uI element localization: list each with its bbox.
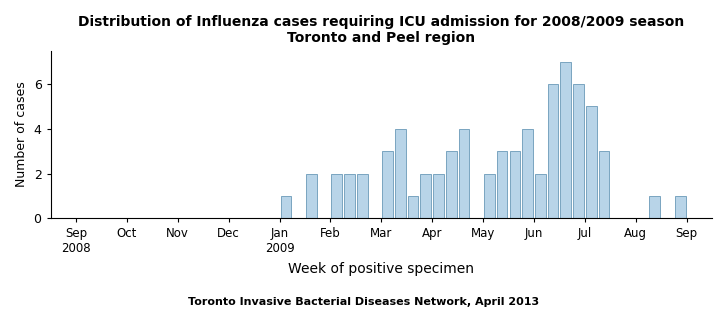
Title: Distribution of Influenza cases requiring ICU admission for 2008/2009 season
Tor: Distribution of Influenza cases requirin… [79, 15, 684, 45]
Bar [510, 151, 521, 219]
Bar [306, 174, 317, 219]
Text: Toronto Invasive Bacterial Diseases Network, April 2013: Toronto Invasive Bacterial Diseases Netw… [188, 297, 539, 307]
Bar [332, 174, 342, 219]
Bar [433, 174, 444, 219]
Bar [649, 196, 660, 219]
Bar [713, 196, 723, 219]
Bar [586, 107, 597, 219]
Bar [344, 174, 355, 219]
Bar [446, 151, 457, 219]
Bar [561, 62, 571, 219]
X-axis label: Week of positive specimen: Week of positive specimen [289, 262, 474, 277]
Bar [357, 174, 368, 219]
Bar [484, 174, 495, 219]
Bar [395, 129, 406, 219]
Bar [675, 196, 686, 219]
Bar [281, 196, 292, 219]
Bar [547, 84, 558, 219]
Bar [382, 151, 393, 219]
Bar [408, 196, 419, 219]
Y-axis label: Number of cases: Number of cases [15, 82, 28, 187]
Bar [522, 129, 533, 219]
Bar [535, 174, 546, 219]
Bar [420, 174, 431, 219]
Bar [573, 84, 584, 219]
Bar [459, 129, 470, 219]
Bar [598, 151, 609, 219]
Bar [497, 151, 507, 219]
